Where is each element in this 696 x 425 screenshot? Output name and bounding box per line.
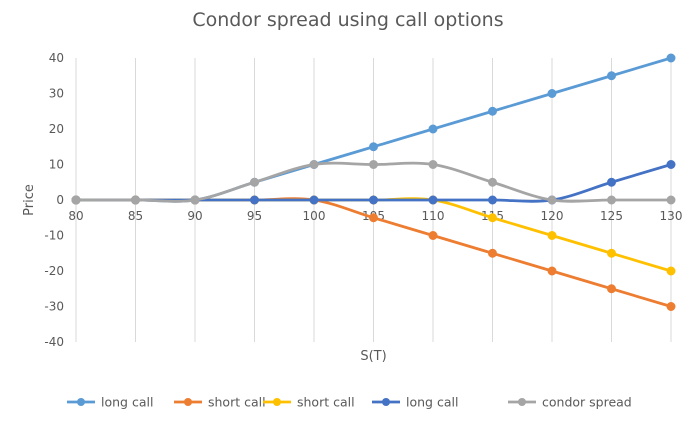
data-point-short-call-1 [428,231,438,240]
data-point-condor-spread [666,195,676,205]
y-tick-label: -30 [44,300,64,314]
data-point-short-call-1 [488,248,497,258]
data-point-short-call-2 [488,213,497,223]
data-point-long-call-2 [250,195,259,205]
chart-title: Condor spread using call options [192,9,504,31]
data-point-condor-spread [250,177,259,187]
legend-label: condor spread [542,395,632,410]
legend-item-short-call-1: short call [174,395,266,410]
y-tick-label: -10 [44,229,64,243]
data-point-condor-spread [488,177,497,187]
x-tick-label: 100 [303,209,326,223]
series-layer [71,53,676,311]
x-tick-label: 80 [68,209,83,223]
legend-item-condor-spread: condor spread [508,395,632,410]
y-tick-label: -20 [44,264,64,278]
data-point-long-call-1 [428,124,438,134]
data-point-long-call-1 [547,89,557,98]
data-point-short-call-1 [666,302,676,311]
x-tick-label: 125 [600,209,623,223]
data-point-condor-spread [131,195,140,205]
data-point-long-call-1 [369,142,378,152]
legend-label: long call [406,395,458,410]
data-point-condor-spread [607,195,616,205]
legend-swatch-marker [518,398,526,406]
legend-label: long call [101,395,153,410]
y-tick-label: 10 [49,158,64,172]
y-tick-label: 40 [49,51,64,65]
data-point-long-call-2 [607,177,616,187]
data-point-short-call-2 [607,248,616,258]
data-point-condor-spread [428,160,438,169]
x-tick-label: 95 [247,209,262,223]
data-point-short-call-1 [369,213,378,223]
data-point-condor-spread [547,195,557,205]
y-tick-label: -40 [44,335,64,349]
data-point-long-call-2 [666,160,676,169]
legend-label: short call [297,395,355,410]
y-tick-label: 0 [56,193,64,207]
legend-label: short call [208,395,266,410]
data-point-long-call-2 [488,195,497,205]
legend-swatch-marker [273,398,281,406]
legend-item-long-call-2: long call [372,395,458,410]
x-tick-label: 130 [660,209,683,223]
legend-item-short-call-2: short call [263,395,355,410]
data-point-long-call-1 [666,53,676,63]
y-axis-title: Price [22,184,37,216]
x-tick-label: 110 [422,209,445,223]
x-axis-title: S(T) [360,349,386,364]
data-point-condor-spread [190,195,200,205]
legend-swatch-marker [77,398,85,406]
y-tick-label: 30 [49,87,64,101]
data-point-condor-spread [369,160,378,169]
data-point-long-call-2 [369,195,378,205]
data-point-short-call-1 [607,284,616,294]
data-point-condor-spread [309,160,319,169]
data-point-long-call-2 [309,195,319,205]
legend-swatch-marker [382,398,390,406]
data-point-condor-spread [71,195,81,205]
x-tick-label: 90 [187,209,202,223]
legend-swatch-marker [184,398,192,406]
y-tick-label: 20 [49,122,64,136]
data-point-short-call-2 [666,266,676,276]
legend-item-long-call-1: long call [67,395,153,410]
data-point-short-call-2 [547,231,557,240]
series-condor-spread [71,160,676,205]
data-point-long-call-2 [428,195,438,205]
legend: long call short call short call long call co… [67,395,632,410]
x-tick-label: 120 [541,209,564,223]
data-point-long-call-1 [607,71,616,81]
x-tick-label: 85 [128,209,143,223]
data-point-short-call-1 [547,266,557,276]
data-point-long-call-1 [488,106,497,116]
